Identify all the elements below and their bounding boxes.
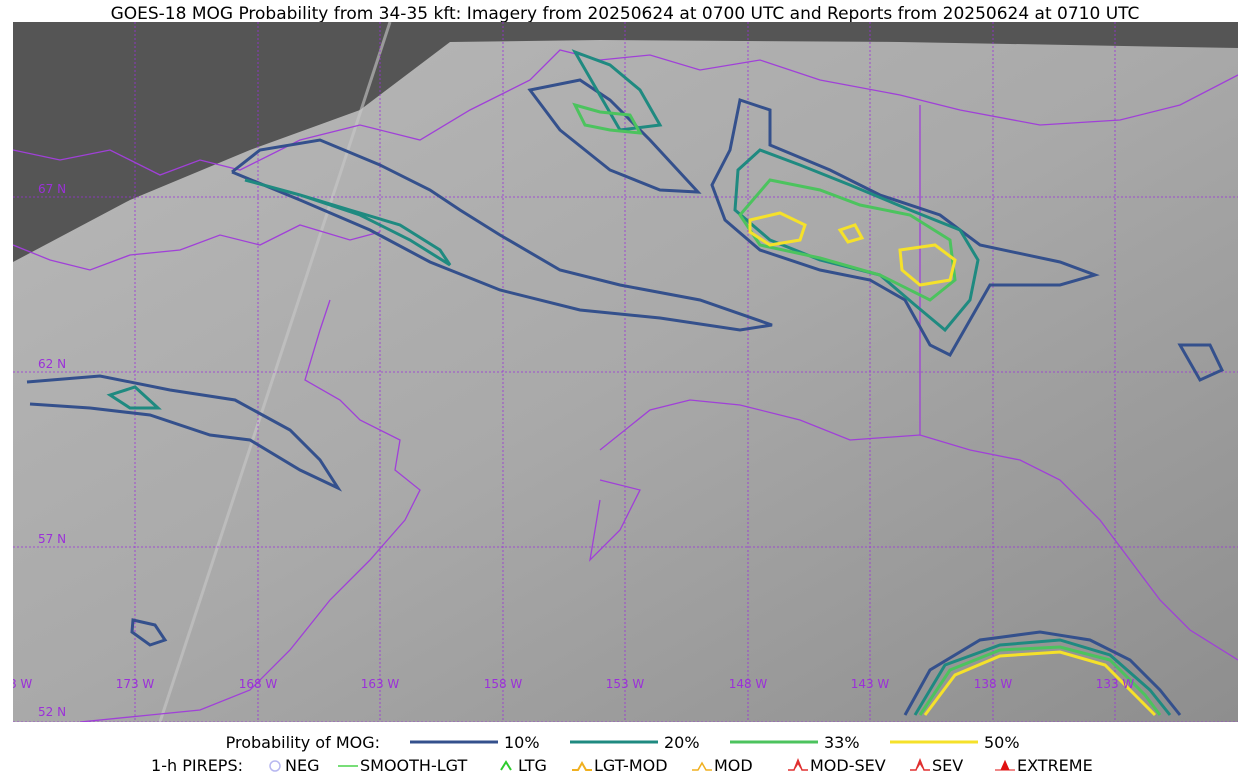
legend-title: 1-h PIREPS: (151, 756, 243, 775)
legend-label: 10% (504, 733, 540, 752)
title: GOES-18 MOG Probability from 34-35 kft: … (111, 4, 1140, 24)
pirep-symbol (788, 757, 808, 771)
map: 67 N 62 N 57 N 52 N 178 W 173 W 168 W 163 W 158… (0, 22, 1238, 722)
pirep-glyph (692, 761, 712, 771)
latitude-labels: 67 N 62 N 57 N 52 N (38, 182, 66, 719)
legend-label: LTG (518, 756, 547, 775)
pirep-glyph (269, 760, 281, 772)
latitude-label: 52 N (38, 705, 66, 719)
pirep-glyph (500, 760, 512, 771)
legend-label: MOD-SEV (810, 756, 886, 775)
longitude-label: 143 W (851, 677, 890, 691)
longitude-label: 148 W (729, 677, 768, 691)
longitude-label: 163 W (361, 677, 400, 691)
legend-label: EXTREME (1017, 756, 1093, 775)
legend-label: NEG (285, 756, 319, 775)
graticule (13, 22, 1238, 722)
pirep-symbol (572, 760, 592, 771)
longitude-label: 173 W (116, 677, 155, 691)
legend-label: 20% (664, 733, 700, 752)
legend-label: MOD (714, 756, 753, 775)
legend-label: SMOOTH-LGT (360, 756, 467, 775)
longitude-label: 133 W (1096, 677, 1135, 691)
longitude-labels: 178 W 173 W 168 W 163 W 158 W 153 W 148 W 143 W… (0, 677, 1135, 691)
latitude-label: 67 N (38, 182, 66, 196)
legend-label: 50% (984, 733, 1020, 752)
pirep-glyph (572, 760, 592, 771)
pirep-symbol (269, 760, 281, 772)
longitude-label: 168 W (239, 677, 278, 691)
pirep-glyph (910, 757, 930, 771)
longitude-label: 158 W (484, 677, 523, 691)
pirep-symbol (995, 759, 1015, 771)
legend: Probability of MOG: 10% 20% 33% 50% 1-h PIREP… (151, 733, 1093, 775)
latitude-label: 57 N (38, 532, 66, 546)
mog-contours (26, 49, 1225, 717)
coastlines (13, 49, 1238, 722)
legend-title: Probability of MOG: (226, 733, 380, 752)
legend-label: 33% (824, 733, 860, 752)
latitude-label: 62 N (38, 357, 66, 371)
pirep-symbol (910, 757, 930, 771)
longitude-label: 178 W (0, 677, 32, 691)
pirep-glyph (995, 759, 1015, 771)
longitude-label: 138 W (974, 677, 1013, 691)
pirep-glyph (788, 757, 808, 771)
no-data-region (13, 22, 1238, 262)
longitude-label: 153 W (606, 677, 645, 691)
legend-label: SEV (932, 756, 963, 775)
legend-label: LGT-MOD (594, 756, 668, 775)
pirep-symbol (500, 760, 512, 771)
pirep-symbol (692, 761, 712, 771)
